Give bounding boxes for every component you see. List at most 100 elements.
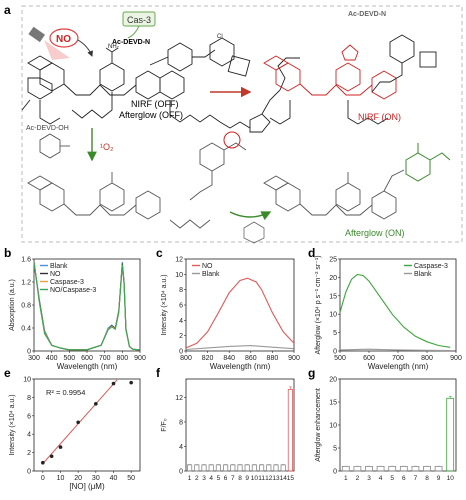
bar bbox=[388, 465, 397, 472]
bar bbox=[273, 464, 279, 472]
y-tick-label: 2 bbox=[27, 450, 31, 457]
y-tick-label: 10 bbox=[175, 272, 183, 279]
x-tick-label: 500 bbox=[63, 355, 75, 362]
scheme-frame bbox=[21, 5, 463, 243]
plot-frame bbox=[185, 378, 295, 472]
bar bbox=[230, 464, 236, 472]
x-tick-label: 900 bbox=[288, 355, 300, 362]
data-point bbox=[111, 381, 116, 386]
adamantanone-icon bbox=[243, 221, 265, 244]
bar bbox=[341, 465, 350, 472]
x-tick-label: 5 bbox=[217, 475, 221, 482]
y-tick-label: 8 bbox=[27, 395, 31, 402]
y-tick-label: 25 bbox=[329, 257, 337, 264]
y-tick-label: 8 bbox=[179, 419, 183, 426]
x-tick-label: 1 bbox=[188, 475, 192, 482]
state-off-label-2: Afterglow (OFF) bbox=[119, 110, 183, 120]
bar bbox=[411, 465, 420, 472]
data-point bbox=[129, 380, 133, 385]
legend-label: Caspase-3 bbox=[50, 279, 84, 286]
dioxetane-mark bbox=[223, 131, 241, 149]
panel-label-e: e bbox=[4, 366, 11, 380]
y-tick-label: 12 bbox=[175, 395, 183, 402]
enzyme-arrow bbox=[127, 25, 140, 39]
bar bbox=[399, 465, 408, 472]
x-tick-label: 1 bbox=[344, 475, 348, 482]
x-axis-label: Wavelength (nm) bbox=[368, 362, 429, 371]
x-tick-label: 20 bbox=[74, 475, 82, 482]
enzyme-tag: Cas-3 bbox=[127, 15, 151, 25]
plot-frame bbox=[339, 258, 457, 352]
bar bbox=[259, 464, 265, 472]
x-tick-label: 300 bbox=[28, 355, 40, 362]
legend-label: NO bbox=[202, 263, 213, 270]
x-tick-label: 9 bbox=[245, 475, 249, 482]
r-squared-annotation: R² = 0.9954 bbox=[46, 388, 85, 397]
y-tick-label: 4 bbox=[179, 318, 183, 325]
bar bbox=[201, 464, 207, 472]
y-tick-label: 0 bbox=[179, 469, 183, 476]
y-tick-label: 0.4 bbox=[21, 326, 31, 333]
x-tick-label: 800 bbox=[116, 355, 128, 362]
bar bbox=[244, 464, 250, 472]
x-tick-label: 880 bbox=[267, 355, 279, 362]
x-tick-label: 14 bbox=[280, 475, 288, 482]
legend-label: Caspase-3 bbox=[414, 263, 448, 270]
legend-label: Blank bbox=[414, 271, 432, 278]
bar bbox=[223, 464, 229, 472]
y-tick-label: 1.2 bbox=[21, 280, 31, 287]
probe-tail-on bbox=[269, 34, 437, 125]
legend-label: NO bbox=[50, 271, 61, 278]
x-tick-label: 900 bbox=[450, 355, 462, 362]
x-tick-label: 4 bbox=[209, 475, 213, 482]
series-line-caspase-3 bbox=[339, 273, 451, 348]
y-tick-label: 4 bbox=[27, 432, 31, 439]
bar bbox=[423, 465, 431, 472]
plot-frame bbox=[33, 378, 141, 472]
y-axis-label: Afterglow enhancement bbox=[315, 388, 322, 462]
y-tick-label: 6 bbox=[27, 413, 31, 420]
x-tick-label: 50 bbox=[127, 475, 135, 482]
x-tick-label: 13 bbox=[272, 475, 280, 482]
byproduct-structure bbox=[39, 133, 70, 159]
y-tick-label: 10 bbox=[329, 312, 337, 319]
y-tick-label: 2 bbox=[179, 333, 183, 340]
x-tick-label: 700 bbox=[99, 355, 111, 362]
x-tick-label: 600 bbox=[363, 355, 375, 362]
bar bbox=[365, 465, 373, 472]
plot-frame bbox=[339, 378, 457, 472]
panel-label-a: a bbox=[4, 3, 11, 17]
substrate-label: Ac-DEVD-N bbox=[112, 39, 150, 46]
bar bbox=[187, 464, 193, 472]
probe-structure-off bbox=[21, 37, 300, 133]
x-tick-label: 11 bbox=[258, 475, 265, 482]
series-line-blank bbox=[339, 348, 451, 352]
y-tick-label: 20 bbox=[329, 377, 337, 384]
series-line-blank bbox=[185, 345, 295, 351]
x-tick-label: 600 bbox=[81, 355, 93, 362]
x-tick-label: 10 bbox=[57, 475, 65, 482]
substrate-label-right: Ac-DEVD-N bbox=[348, 11, 386, 18]
y-tick-label: 5 bbox=[333, 330, 337, 337]
x-tick-label: 6 bbox=[402, 475, 406, 482]
y-axis-label: Intensity (×10⁴ a.u.) bbox=[9, 394, 16, 455]
y-axis-label: Intensity (×10⁴ a.u.) bbox=[161, 274, 168, 335]
afterglow-on-label: Afterglow (ON) bbox=[345, 228, 405, 238]
x-tick-label: 3 bbox=[202, 475, 206, 482]
x-tick-label: 10 bbox=[251, 475, 259, 482]
data-point bbox=[94, 402, 98, 406]
x-tick-label: 15 bbox=[287, 475, 295, 482]
intermediate-structure bbox=[27, 142, 247, 229]
y-tick-label: 0 bbox=[333, 469, 337, 476]
x-tick-label: 5 bbox=[390, 475, 394, 482]
y-tick-label: 20 bbox=[329, 275, 337, 282]
data-point bbox=[49, 454, 54, 459]
x-tick-label: 40 bbox=[110, 475, 118, 482]
y-tick-label: 0.8 bbox=[21, 303, 31, 310]
x-axis-label: [NO] (μM) bbox=[69, 482, 105, 491]
y-tick-label: 10 bbox=[23, 377, 31, 384]
charts-area: b c d e f g 0 0.4 0.8 1.2 1.6 Absorption (a.u… bbox=[4, 246, 462, 491]
x-tick-label: 4 bbox=[379, 475, 383, 482]
x-tick-label: 800 bbox=[421, 355, 433, 362]
